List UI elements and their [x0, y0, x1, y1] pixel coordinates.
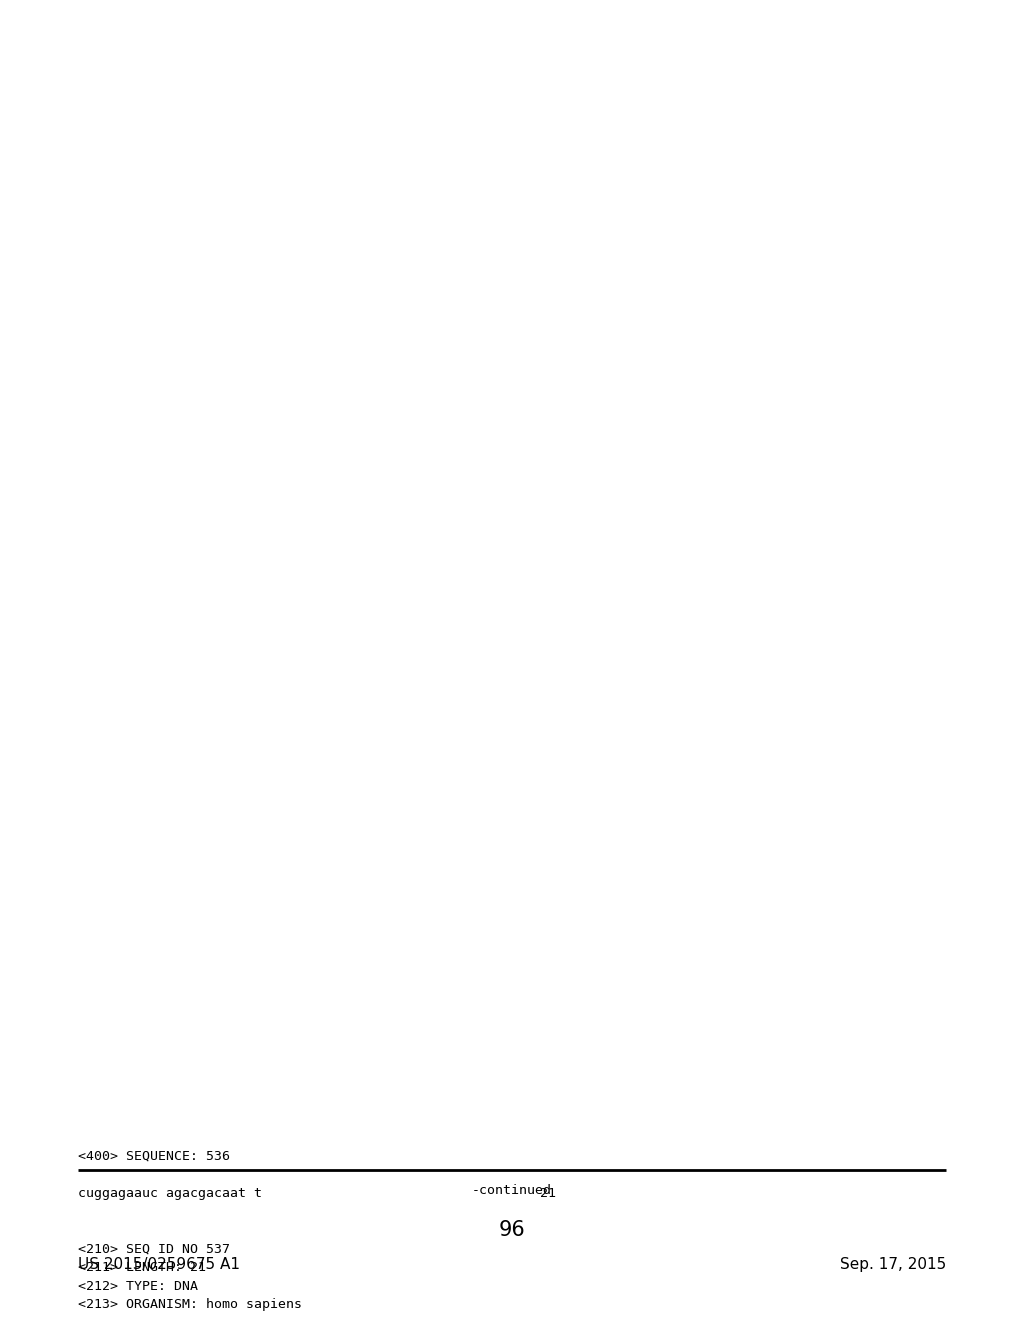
Text: <213> ORGANISM: homo sapiens: <213> ORGANISM: homo sapiens	[78, 1298, 302, 1311]
Text: 21: 21	[540, 1187, 556, 1200]
Text: 96: 96	[499, 1220, 525, 1239]
Text: <400> SEQUENCE: 536: <400> SEQUENCE: 536	[78, 1150, 230, 1163]
Text: <211> LENGTH: 21: <211> LENGTH: 21	[78, 1261, 206, 1274]
Text: -continued: -continued	[472, 1184, 552, 1196]
Text: <212> TYPE: DNA: <212> TYPE: DNA	[78, 1279, 198, 1292]
Text: US 2015/0259675 A1: US 2015/0259675 A1	[78, 1258, 240, 1272]
Text: Sep. 17, 2015: Sep. 17, 2015	[840, 1258, 946, 1272]
Text: <210> SEQ ID NO 537: <210> SEQ ID NO 537	[78, 1242, 230, 1255]
Text: cuggagaauc agacgacaat t: cuggagaauc agacgacaat t	[78, 1187, 262, 1200]
